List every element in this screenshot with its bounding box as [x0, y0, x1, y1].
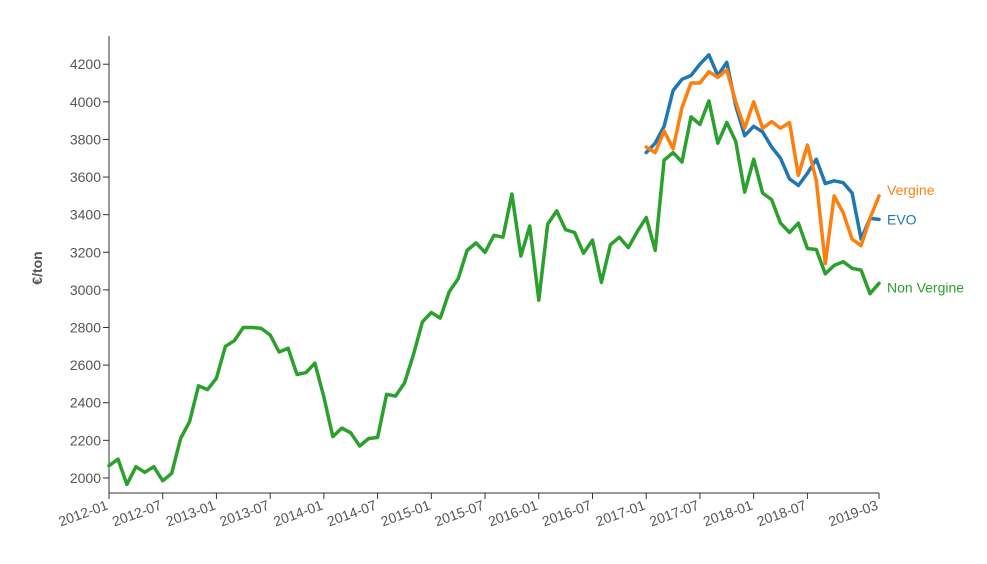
series-line-vergine: [644, 68, 881, 266]
y-tick-label: 2200: [70, 432, 101, 448]
series-label: Non Vergine: [887, 279, 964, 295]
series-label: EVO: [887, 211, 917, 227]
y-axis: 2000 2200 2400 2600 2800 3000 3200 3400 3600 3800…: [70, 36, 110, 493]
y-axis-label: €/ton: [29, 251, 45, 284]
y-tick-label: 3000: [70, 282, 101, 298]
series-lines: [107, 53, 881, 487]
x-tick-label: 2013-07: [217, 497, 271, 530]
series-labels: Non Vergine EVO Vergine: [887, 182, 964, 295]
x-tick-label: 2019-03: [826, 497, 880, 530]
series-label: Vergine: [887, 182, 935, 198]
x-tick-label: 2015-07: [432, 497, 486, 530]
y-tick-label: 4200: [70, 56, 101, 72]
x-tick-label: 2018-07: [755, 497, 809, 530]
y-tick-label: 3600: [70, 169, 101, 185]
x-tick-label: 2016-01: [486, 497, 540, 530]
x-tick-label: 2018-01: [701, 497, 755, 530]
x-tick-label: 2012-01: [56, 497, 110, 530]
y-tick-label: 2600: [70, 357, 101, 373]
x-tick-label: 2012-07: [110, 497, 164, 530]
y-tick-label: 3200: [70, 244, 101, 260]
y-tick-label: 2400: [70, 395, 101, 411]
series-line-non-vergine: [107, 99, 881, 487]
y-tick-label: 3400: [70, 207, 101, 223]
y-tick-label: 3800: [70, 131, 101, 147]
series-line-evo: [644, 53, 881, 241]
y-tick-label: 2800: [70, 320, 101, 336]
x-tick-label: 2017-07: [647, 497, 701, 530]
y-tick-label: 2000: [70, 470, 101, 486]
x-axis: 2012-01 2012-07 2013-01 2013-07 2014-01 2014-…: [56, 492, 880, 530]
x-tick-label: 2013-01: [164, 497, 218, 530]
x-tick-label: 2016-07: [540, 497, 594, 530]
x-tick-label: 2014-01: [271, 497, 325, 530]
x-tick-label: 2014-07: [325, 497, 379, 530]
y-tick-label: 4000: [70, 94, 101, 110]
x-tick-label: 2017-01: [593, 497, 647, 530]
x-tick-label: 2015-01: [379, 497, 433, 530]
